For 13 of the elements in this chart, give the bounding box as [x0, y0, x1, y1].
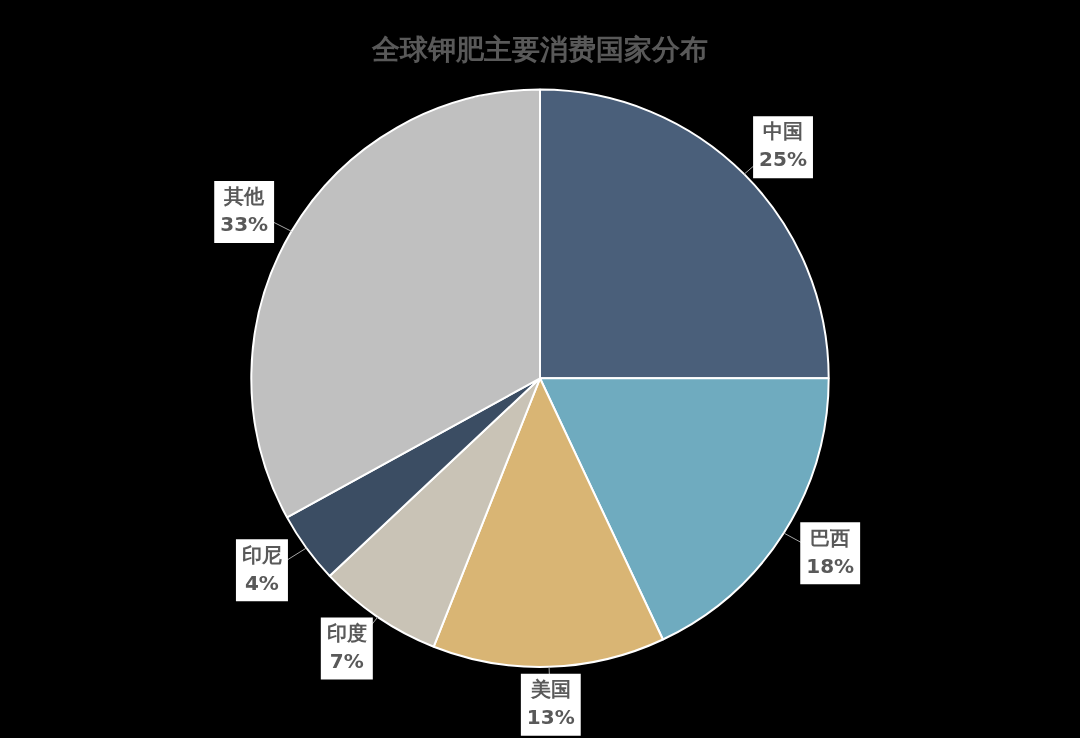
slice-label: 印度 [326, 620, 367, 645]
data-label: 18% [806, 553, 855, 578]
slice-label: 印尼 [241, 542, 282, 567]
data-label: 7% [329, 648, 364, 673]
data-label: 25% [759, 147, 807, 172]
data-label: 4% [244, 570, 279, 595]
data-label: 13% [526, 705, 575, 730]
slice-label: 其他 [223, 184, 266, 209]
data-label: 33% [220, 212, 269, 237]
slice-label: 美国 [529, 677, 571, 702]
chart-title: 全球钾肥主要消费国家分布 [371, 33, 708, 67]
slice-label: 巴西 [810, 525, 851, 550]
slice-label: 中国 [763, 119, 804, 144]
